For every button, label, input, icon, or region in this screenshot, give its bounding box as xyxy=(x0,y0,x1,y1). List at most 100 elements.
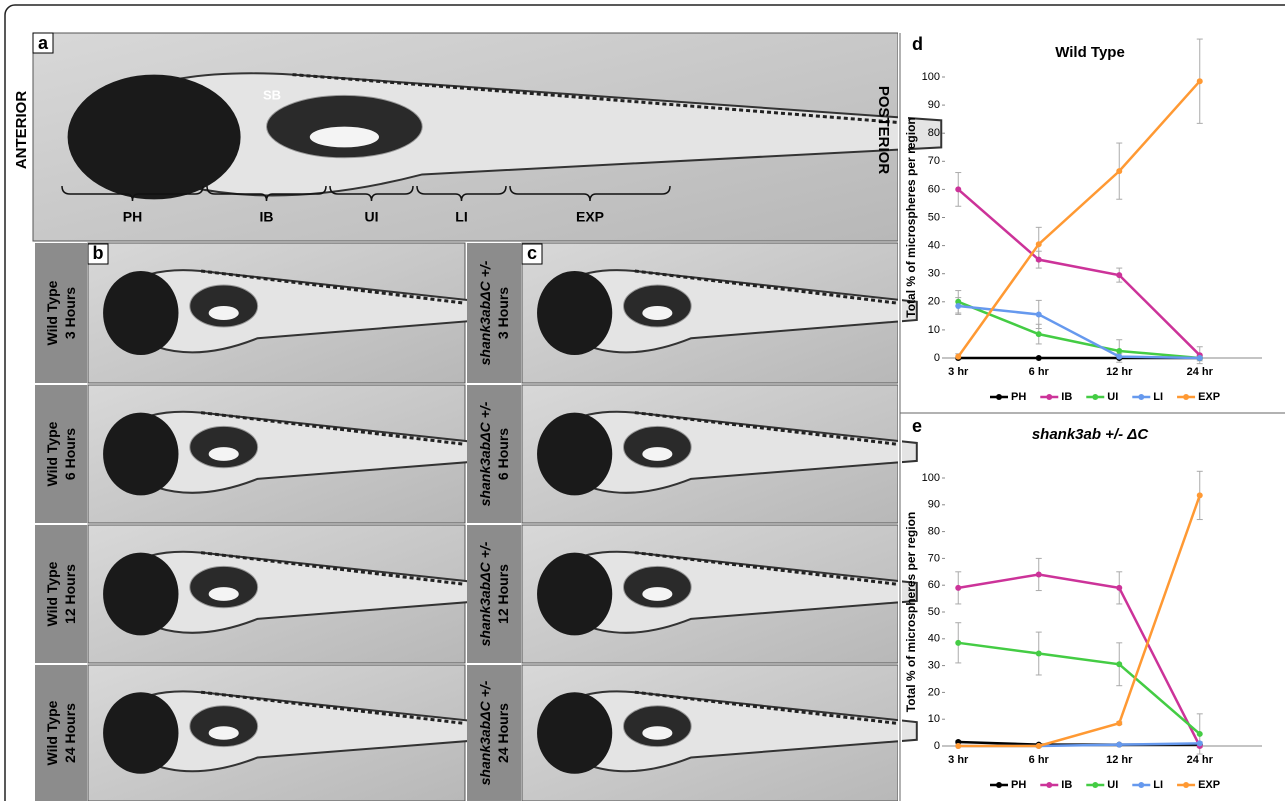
panel-letter: d xyxy=(912,34,923,54)
x-tick-label: 6 hr xyxy=(1029,754,1050,766)
y-tick-label: 60 xyxy=(928,579,940,591)
panel-a-overflow-mask xyxy=(898,30,908,245)
legend-label: UI xyxy=(1107,391,1118,403)
y-tick-label: 30 xyxy=(928,268,940,280)
data-point xyxy=(1035,571,1042,578)
region-label: LI xyxy=(455,209,467,225)
data-point xyxy=(955,298,962,305)
data-point xyxy=(1116,168,1123,175)
photo xyxy=(87,242,485,384)
row-label-bg xyxy=(467,243,521,383)
fish-eye xyxy=(537,412,613,496)
row-label-line: Wild Type xyxy=(44,421,60,486)
legend-marker xyxy=(1092,394,1099,400)
swim-bladder xyxy=(266,94,423,159)
legend-label: EXP xyxy=(1198,391,1220,403)
data-point xyxy=(1116,347,1123,354)
fish-eye xyxy=(103,412,179,496)
region-label: PH xyxy=(123,209,142,225)
fish-eye xyxy=(537,271,613,355)
fish-stripe xyxy=(634,551,899,586)
bladder-glint xyxy=(642,726,673,740)
fish-stripe xyxy=(200,269,466,305)
data-point xyxy=(1116,584,1123,591)
row-label-line: Wild Type xyxy=(44,700,60,765)
data-point xyxy=(1116,353,1123,360)
legend-label: UI xyxy=(1107,779,1118,791)
chart-title: Wild Type xyxy=(1055,44,1125,61)
row-label-bg xyxy=(35,525,87,663)
data-point xyxy=(1196,78,1203,85)
swim-bladder xyxy=(623,705,692,748)
swim-bladder xyxy=(189,705,259,748)
row-label-line: 12 Hours xyxy=(62,564,78,624)
legend-label: LI xyxy=(1153,779,1163,791)
bladder-glint xyxy=(642,306,673,320)
legend-label: PH xyxy=(1011,391,1026,403)
data-point xyxy=(1035,650,1042,657)
swim-bladder xyxy=(189,565,259,609)
row-label-line: shank3abΔC +/- xyxy=(477,260,493,365)
y-tick-label: 50 xyxy=(928,606,940,618)
y-tick-label: 40 xyxy=(928,240,940,252)
panel-letter: a xyxy=(38,33,49,53)
swim-bladder xyxy=(623,565,692,609)
x-tick-label: 3 hr xyxy=(948,366,969,378)
data-point xyxy=(1116,661,1123,668)
bladder-glint xyxy=(208,306,239,320)
row-label-line: Wild Type xyxy=(44,280,60,345)
letter-box xyxy=(87,243,109,265)
region-bracket xyxy=(329,185,414,202)
legend-label: IB xyxy=(1061,391,1072,403)
y-tick-label: 30 xyxy=(928,660,940,672)
fish-eye xyxy=(103,552,179,636)
x-tick-label: 12 hr xyxy=(1106,366,1133,378)
y-tick-label: 100 xyxy=(922,472,940,484)
bladder-glint xyxy=(642,587,673,601)
swim-bladder xyxy=(189,425,259,469)
data-point xyxy=(1196,740,1203,747)
y-tick-label: 90 xyxy=(928,99,940,111)
data-point xyxy=(1035,331,1042,338)
data-point xyxy=(1116,720,1123,727)
bladder-glint xyxy=(208,447,239,461)
legend-label: EXP xyxy=(1198,779,1220,791)
region-bracket xyxy=(61,185,204,202)
legend-marker xyxy=(1046,394,1053,400)
legend-label: LI xyxy=(1153,391,1163,403)
row-label-line: 6 Hours xyxy=(495,428,511,480)
data-point xyxy=(1035,256,1042,263)
legend-marker xyxy=(1183,782,1190,788)
row-label-bg xyxy=(467,525,521,663)
photo xyxy=(521,242,918,384)
legend-marker xyxy=(1138,782,1145,788)
fish-stripe xyxy=(292,73,899,124)
fish-eye xyxy=(537,552,613,636)
series-line xyxy=(958,641,1201,735)
chart-title: shank3ab +/- ΔC xyxy=(1032,426,1150,443)
photo xyxy=(521,384,918,524)
data-point xyxy=(955,639,962,646)
data-point xyxy=(1035,743,1042,749)
panel-letter: e xyxy=(912,416,922,436)
bladder-glint xyxy=(208,587,239,601)
photo xyxy=(87,384,485,524)
region-label: EXP xyxy=(576,209,604,225)
data-point xyxy=(955,584,962,591)
data-point xyxy=(1035,355,1042,361)
y-tick-label: 10 xyxy=(928,713,940,725)
data-point xyxy=(955,743,962,749)
photo xyxy=(521,524,918,664)
anterior-label: ANTERIOR xyxy=(13,91,30,170)
y-tick-label: 20 xyxy=(928,296,940,308)
y-tick-label: 90 xyxy=(928,499,940,511)
row-label-line: 12 Hours xyxy=(495,564,511,624)
letter-box xyxy=(32,32,54,54)
series-line xyxy=(957,300,1200,360)
legend-marker xyxy=(1183,394,1190,400)
row-label-line: shank3abΔC +/- xyxy=(477,401,493,506)
data-point xyxy=(1196,730,1203,737)
y-tick-label: 100 xyxy=(922,71,940,83)
row-label-bg xyxy=(35,243,87,383)
